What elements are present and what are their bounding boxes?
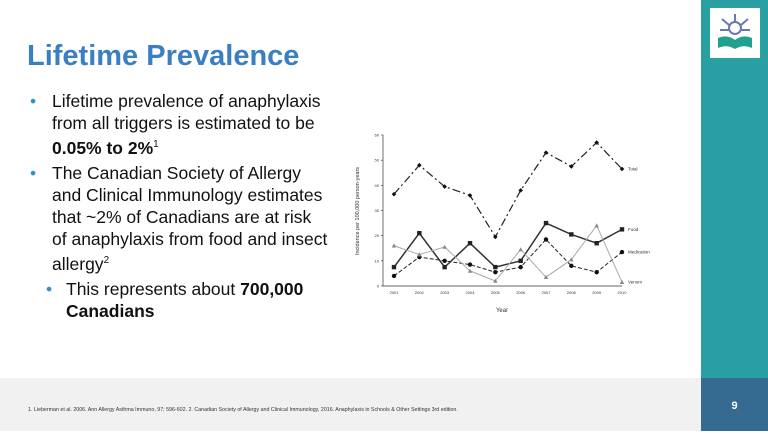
page-title: Lifetime Prevalence [27, 40, 300, 72]
page-number: 9 [701, 378, 768, 431]
incidence-chart: 0 10 20 30 40 50 60 2001 2002 2003 2004 2005 2006 200… [355, 133, 650, 315]
series-line-medication [393, 238, 623, 277]
data-point-medication [391, 273, 397, 279]
data-point-food [442, 264, 447, 270]
y-tick-label: 60 [375, 133, 380, 138]
footer [0, 378, 701, 431]
x-tick-label: 2008 [567, 290, 577, 295]
footer-citation: 1. Lieberman et al. 2006. Ann Allergy As… [28, 407, 458, 413]
x-tick-label: 2004 [466, 290, 476, 295]
bullet-list: Lifetime prevalence of anaphylaxis from … [30, 90, 330, 325]
bullet-2-sub: This represents about 700,000 Canadians [30, 278, 330, 322]
data-point-total [518, 188, 523, 193]
data-point-food [391, 264, 397, 270]
logo-icon [708, 6, 762, 60]
data-point-food [619, 227, 625, 232]
y-tick-label: 50 [375, 158, 380, 163]
bullet-2: The Canadian Society of Allergy and Clin… [30, 162, 330, 275]
x-tick-label: 2005 [491, 290, 501, 295]
x-tick-label: 2002 [415, 290, 425, 295]
data-point-food [543, 220, 549, 226]
bullet-1: Lifetime prevalence of anaphylaxis from … [30, 90, 330, 159]
data-point-medication [543, 237, 549, 242]
data-point-food [594, 241, 599, 246]
side-band [701, 0, 768, 378]
data-point-food [569, 232, 574, 237]
data-point-venom [594, 223, 599, 228]
data-point-venom [467, 268, 473, 273]
data-point-food [518, 258, 523, 264]
data-point-total [569, 164, 574, 169]
data-point-venom [493, 278, 498, 283]
data-point-food [493, 264, 498, 270]
y-axis-title: Incidence per 100,000 person-years [355, 167, 361, 255]
y-tick-label: 10 [375, 258, 380, 263]
y-tick-label: 30 [375, 208, 380, 213]
data-point-total [594, 140, 599, 145]
data-point-medication [619, 249, 625, 255]
y-tick-label: 0 [377, 284, 380, 289]
data-point-venom [417, 252, 422, 257]
data-point-medication [518, 264, 523, 270]
data-point-total [391, 191, 397, 197]
legend-label-total: Total [628, 166, 638, 171]
data-point-venom [619, 279, 625, 285]
y-tick-label: 20 [375, 233, 380, 238]
data-point-total [493, 234, 498, 240]
data-point-venom [391, 243, 397, 248]
x-axis-title: Year [496, 308, 508, 314]
series-line-total [393, 141, 623, 239]
x-tick-label: 2007 [542, 290, 552, 295]
data-point-food [417, 230, 422, 236]
x-tick-label: 2009 [592, 290, 602, 295]
data-point-medication [594, 269, 599, 275]
data-point-medication [569, 263, 574, 269]
series-line-venom [393, 224, 623, 283]
legend-label-venom: Venom [628, 280, 642, 285]
data-point-food [467, 241, 473, 246]
data-point-medication [467, 262, 473, 267]
y-tick-label: 40 [375, 183, 380, 188]
x-tick-label: 2001 [390, 290, 400, 295]
data-point-venom [518, 247, 523, 252]
series-line-food [393, 222, 623, 269]
data-point-venom [442, 244, 447, 249]
legend-label-food: Food [628, 227, 639, 232]
legend-label-medication: Medication [628, 250, 650, 255]
data-point-total [467, 193, 473, 198]
data-point-medication [493, 269, 498, 275]
data-point-venom [569, 257, 574, 262]
x-tick-label: 2006 [516, 290, 526, 295]
x-tick-label: 2010 [618, 290, 628, 295]
data-point-venom [543, 274, 549, 279]
x-tick-label: 2003 [440, 290, 450, 295]
data-point-medication [442, 258, 447, 264]
